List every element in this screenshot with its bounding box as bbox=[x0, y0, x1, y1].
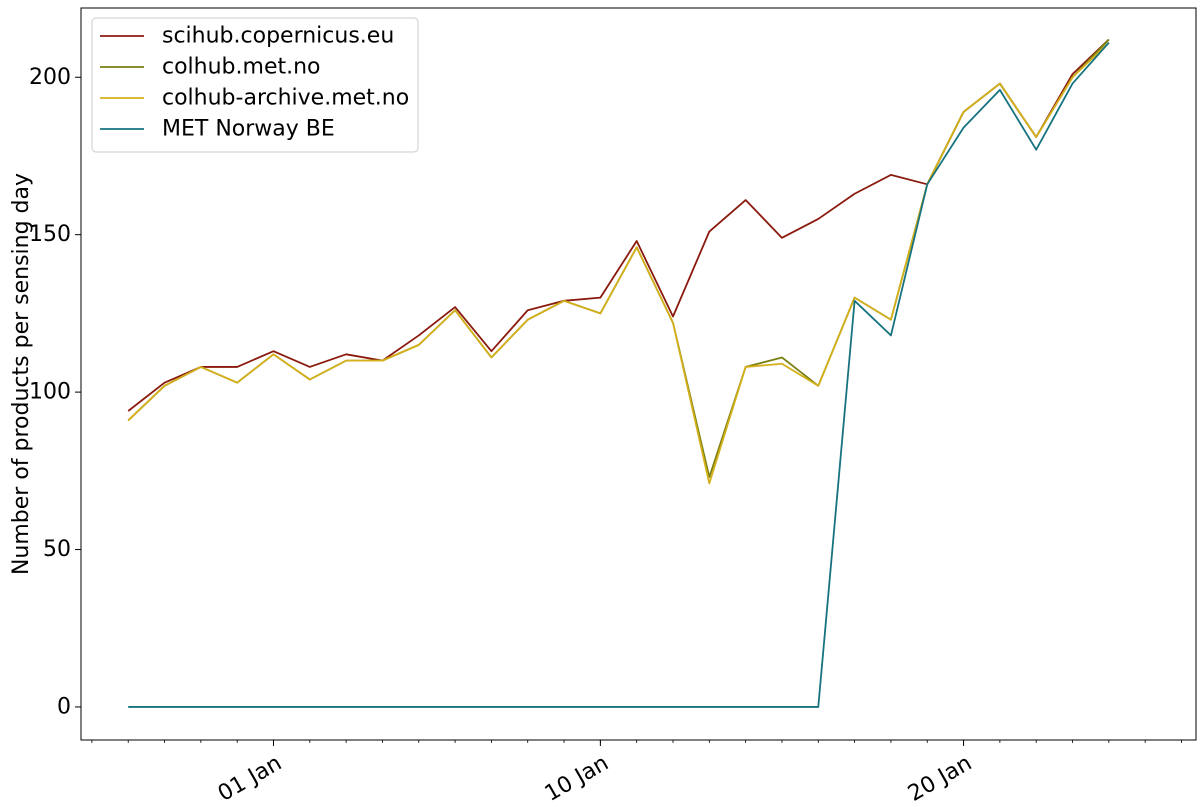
x-tick-label: 20 Jan bbox=[904, 751, 976, 807]
legend-box bbox=[91, 17, 419, 153]
series-layer bbox=[127, 38, 1110, 708]
x-tick-label: 01 Jan bbox=[214, 751, 286, 807]
legend-label: colhub-archive.met.no bbox=[162, 86, 409, 111]
legend-label: colhub.met.no bbox=[162, 55, 321, 80]
y-tick-label: 0 bbox=[57, 694, 71, 719]
legend-label: MET Norway BE bbox=[162, 117, 335, 142]
y-tick-label: 50 bbox=[43, 537, 71, 562]
y-tick-label: 150 bbox=[29, 222, 71, 247]
x-axis: 01 Jan 10 Jan 20 Jan bbox=[91, 740, 1182, 807]
x-tick-label: 10 Jan bbox=[541, 751, 613, 807]
y-axis: 0 50 100 150 200 bbox=[29, 65, 81, 719]
legend: scihub.copernicus.eu colhub.met.no colhub-… bbox=[91, 17, 419, 153]
y-tick-label: 100 bbox=[29, 380, 71, 405]
y-axis-label: Number of products per sensing day bbox=[9, 173, 34, 575]
series-line-2 bbox=[127, 41, 1110, 485]
series-line-3 bbox=[128, 42, 1110, 708]
y-tick-label: 200 bbox=[29, 65, 71, 90]
legend-label: scihub.copernicus.eu bbox=[162, 24, 394, 49]
plot-frame bbox=[80, 7, 1197, 741]
